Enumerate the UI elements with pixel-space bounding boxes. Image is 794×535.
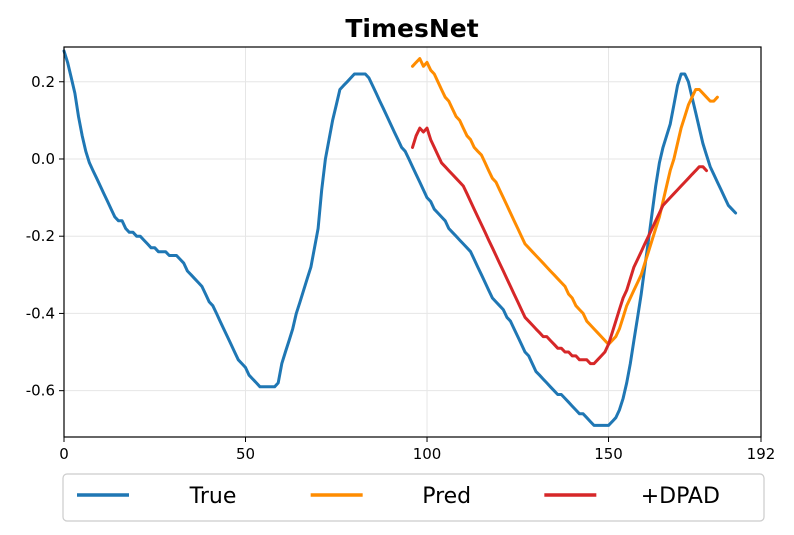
legend-box xyxy=(62,473,765,522)
y-tick-label: 0.2 xyxy=(31,73,55,91)
x-tick-label: 192 xyxy=(747,445,776,463)
series-line-pred xyxy=(411,57,719,346)
y-tick-label: -0.4 xyxy=(26,304,55,322)
y-tick-label: 0.0 xyxy=(31,150,55,168)
series-line-true xyxy=(62,49,738,427)
legend-label: Pred xyxy=(422,484,471,509)
axis-ticks: 0 50 100 150 192 0.2 0.0 -0.2 -0.4 -0.6 xyxy=(26,73,776,463)
plot-frame xyxy=(63,46,762,438)
legend: True Pred +DPAD xyxy=(62,473,765,522)
chart-title: TimesNet xyxy=(345,14,478,43)
y-tick-label: -0.6 xyxy=(26,382,55,400)
x-tick-label: 100 xyxy=(413,445,442,463)
x-tick-label: 0 xyxy=(59,445,69,463)
x-tick-label: 50 xyxy=(236,445,255,463)
series-line-dpad xyxy=(411,126,708,366)
legend-label: True xyxy=(189,484,237,509)
grid xyxy=(63,47,762,437)
legend-label: +DPAD xyxy=(641,484,720,509)
series-group xyxy=(62,49,738,427)
x-tick-label: 150 xyxy=(594,445,623,463)
y-tick-label: -0.2 xyxy=(26,227,55,245)
